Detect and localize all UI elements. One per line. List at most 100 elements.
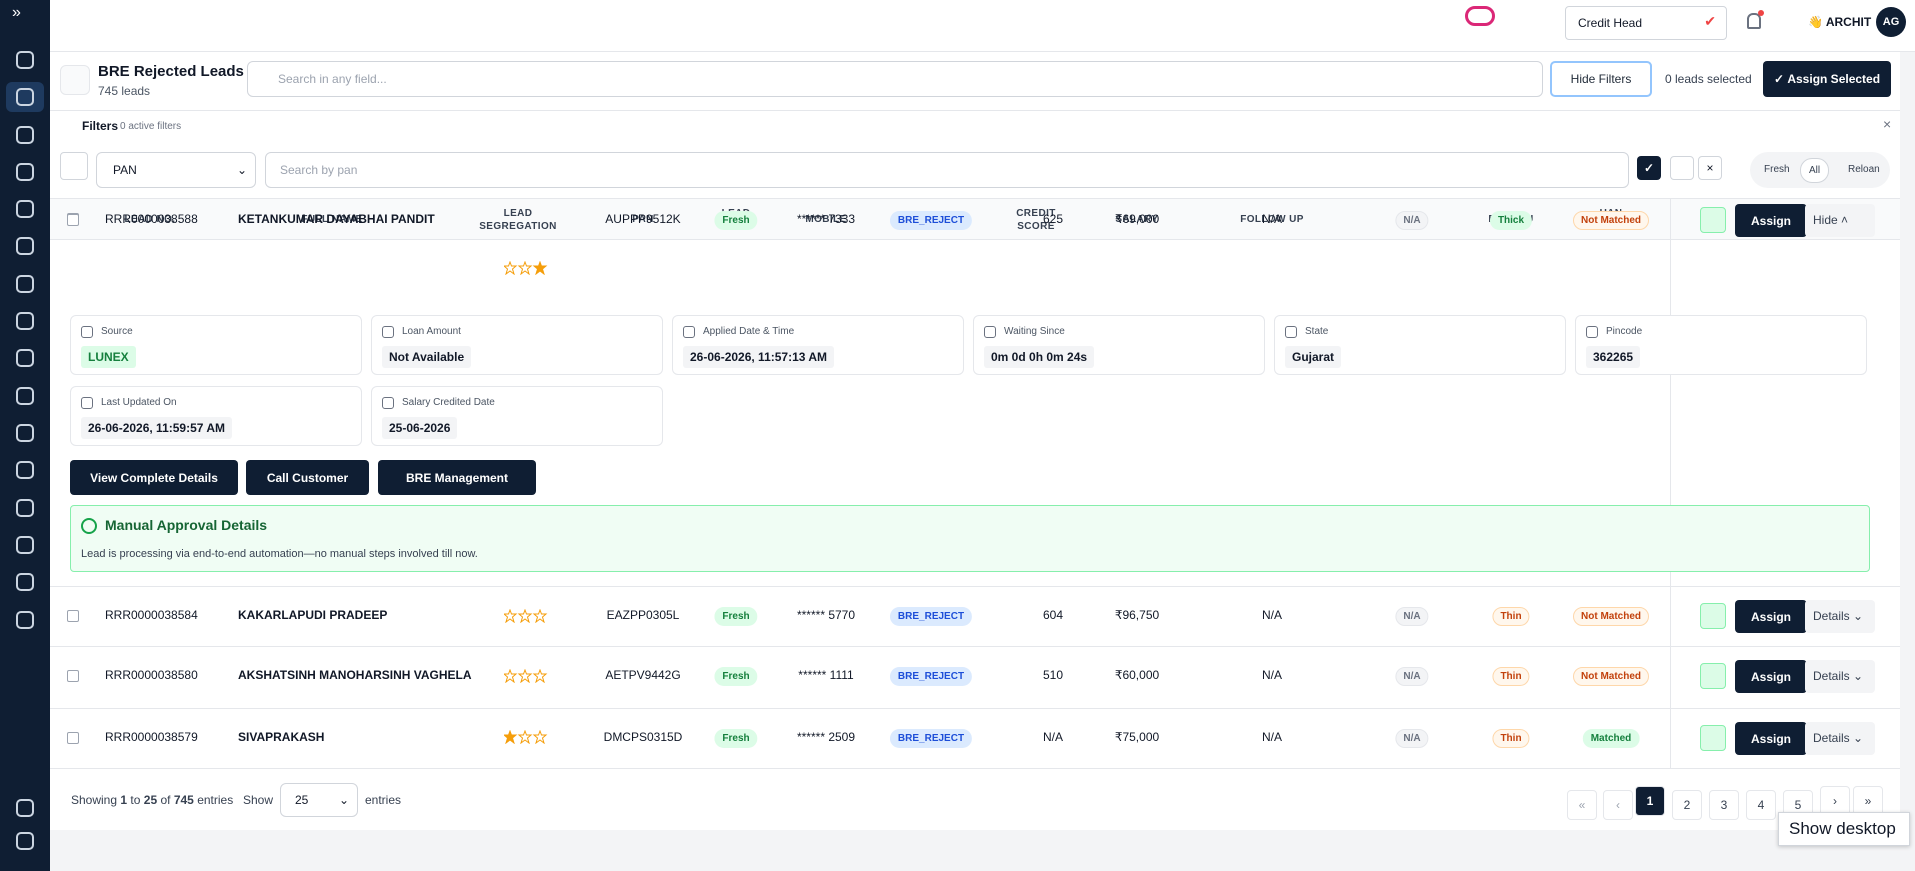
column-header[interactable]: LEAD NO. (124, 214, 176, 225)
nav-icon[interactable] (16, 573, 34, 591)
column-header[interactable]: MOBILE (805, 214, 847, 225)
nav-icon[interactable] (16, 200, 34, 218)
pan-search[interactable]: Search by pan (265, 152, 1629, 188)
whatsapp-button[interactable] (1700, 603, 1726, 629)
divider (50, 110, 1900, 111)
show-label: Show (243, 793, 274, 807)
cell: ₹75,000 (1114, 730, 1160, 744)
badge: Fresh (714, 729, 758, 748)
row-checkbox[interactable] (67, 214, 79, 226)
nav-icon[interactable] (16, 275, 34, 293)
nav-icon[interactable] (16, 163, 34, 181)
tab[interactable]: All (1800, 158, 1830, 183)
role-select[interactable]: Credit Head ✔ (1565, 6, 1727, 40)
tab[interactable]: Fresh (1764, 164, 1790, 175)
row-checkbox[interactable] (67, 610, 79, 622)
nav-icon[interactable] (16, 126, 34, 144)
page-button[interactable]: 2 (1672, 790, 1702, 820)
detail-value: Not Available (382, 346, 472, 368)
prev-page[interactable]: ‹ (1603, 790, 1633, 820)
user[interactable]: 👋 ARCHIT (1808, 15, 1872, 29)
column-header[interactable]: SALARY (1115, 214, 1159, 225)
whatsapp-button[interactable] (1700, 725, 1726, 751)
nav-icon[interactable] (16, 237, 34, 255)
t: entries (197, 793, 234, 807)
t: to (130, 793, 141, 807)
nav-icon[interactable] (16, 461, 34, 479)
toggle-label: Details (1813, 609, 1850, 623)
row-checkbox[interactable] (67, 732, 79, 744)
filter-button[interactable] (1670, 156, 1694, 180)
apply-button[interactable]: ✓ (1637, 156, 1661, 180)
toggle-button[interactable]: Hide ˄ (1805, 204, 1875, 237)
page-size-select[interactable]: 25 ⌄ (280, 783, 358, 817)
column-header[interactable]: PAN (632, 214, 654, 225)
assign-button[interactable]: Assign (1735, 600, 1807, 633)
first-page[interactable]: « (1567, 790, 1597, 820)
toggle-label: Details (1813, 669, 1850, 683)
avatar[interactable]: AG (1876, 7, 1906, 37)
cell: EAZPP0305L (606, 608, 680, 622)
tab[interactable]: Reloan (1848, 164, 1880, 175)
detail-button[interactable]: Call Customer (246, 460, 369, 495)
page-button[interactable]: 1 (1635, 786, 1665, 816)
whatsapp-button[interactable] (1700, 663, 1726, 689)
cell: ₹69,000 (1114, 212, 1160, 226)
nav-icon[interactable] (16, 349, 34, 367)
detail-label: Loan Amount (402, 326, 461, 337)
page-size: 25 (295, 793, 309, 807)
bell[interactable] (1747, 13, 1761, 29)
nav-icon[interactable] (16, 387, 34, 405)
toggle-button[interactable]: Details ⌄ (1805, 722, 1875, 755)
detail-button[interactable]: BRE Management (378, 460, 536, 495)
stars (504, 669, 548, 683)
assign-button[interactable]: Assign (1735, 722, 1807, 755)
nav-icon[interactable] (16, 832, 34, 850)
column-header[interactable]: FULL NAME (301, 214, 363, 225)
nav-icon[interactable] (16, 312, 34, 330)
clear-button[interactable]: × (1698, 156, 1722, 180)
assign-selected-button[interactable]: ✓ Assign Selected (1763, 61, 1891, 97)
field-select[interactable]: PAN ⌄ (96, 152, 256, 188)
topbar: Credit Head ✔ 👋 ARCHIT AG (50, 0, 1915, 52)
cell: AETPV9442G (605, 668, 681, 682)
page-button[interactable]: 4 (1746, 790, 1776, 820)
sidebar: » (0, 0, 50, 871)
toggle-button[interactable]: Details ⌄ (1805, 600, 1875, 633)
next-page[interactable]: › (1820, 786, 1850, 816)
nav-icon[interactable] (16, 51, 34, 69)
assign-button[interactable]: Assign (1735, 660, 1807, 693)
badge: N/A (1395, 729, 1429, 748)
nav-icon[interactable] (16, 611, 34, 629)
cell: ****** 5770 (796, 608, 856, 622)
date-filter[interactable] (60, 152, 88, 180)
badge: N/A (1395, 607, 1429, 626)
nav-icon[interactable] (16, 799, 34, 817)
cell: 625 (1042, 212, 1064, 226)
badge: N/A (1395, 667, 1429, 686)
column-header[interactable]: CREDIT SCORE (1016, 208, 1056, 232)
detail-label: Waiting Since (1004, 326, 1065, 337)
column-header[interactable]: FOLLOW UP (1240, 214, 1304, 225)
assign-button[interactable]: Assign (1735, 204, 1807, 237)
cell: SIVAPRAKASH (238, 730, 325, 744)
toggle-button[interactable]: Details ⌄ (1805, 660, 1875, 693)
user-name: ARCHIT (1825, 15, 1872, 29)
global-search[interactable]: Search in any field... (247, 61, 1543, 97)
column-header[interactable]: LEAD SEGREGATION (479, 208, 557, 232)
t: of (160, 793, 171, 807)
detail-icon (984, 326, 996, 338)
page-button[interactable]: 3 (1709, 790, 1739, 820)
row-checkbox[interactable] (67, 670, 79, 682)
hide-filters-button[interactable]: Hide Filters (1550, 61, 1652, 97)
nav-icon[interactable] (16, 536, 34, 554)
close-filters[interactable]: × (1883, 116, 1892, 132)
whatsapp-button[interactable] (1700, 207, 1726, 233)
detail-button[interactable]: View Complete Details (70, 460, 238, 495)
nav-icon[interactable] (16, 424, 34, 442)
nav-icon[interactable] (16, 88, 34, 106)
nav-icon[interactable] (16, 499, 34, 517)
badge: BRE_REJECT (889, 211, 973, 230)
expand-icon[interactable]: » (12, 4, 21, 21)
